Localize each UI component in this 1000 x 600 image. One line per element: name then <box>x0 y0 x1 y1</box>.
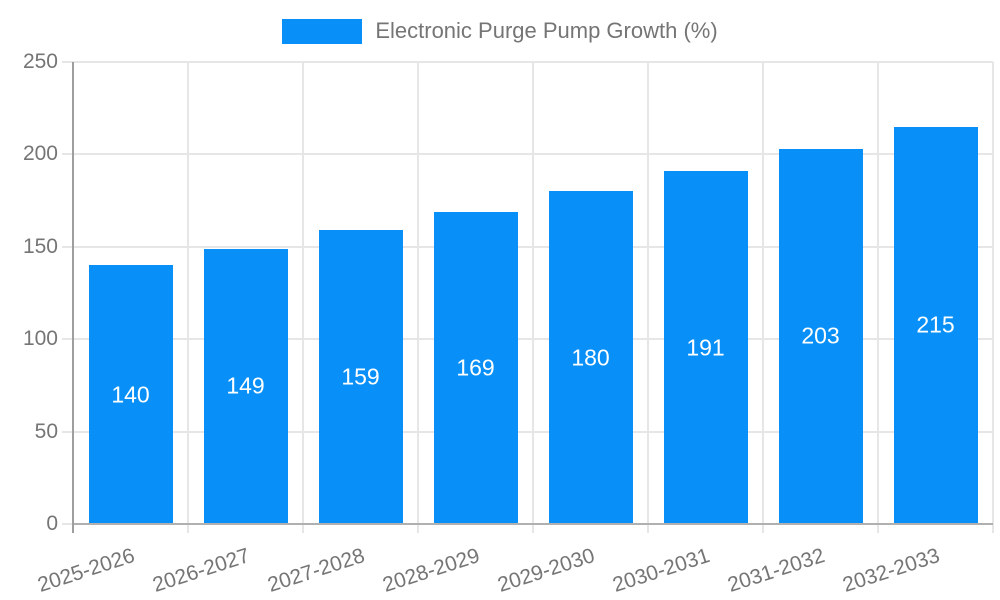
v-gridline <box>647 62 649 533</box>
v-gridline <box>187 62 189 533</box>
x-axis-label: 2032-2033 <box>839 544 943 597</box>
bar: 140 <box>88 265 173 524</box>
y-axis-label: 50 <box>34 419 58 443</box>
v-gridline <box>877 62 879 533</box>
x-axis-label: 2029-2030 <box>494 544 598 597</box>
bar: 149 <box>203 248 288 524</box>
bar: 203 <box>778 148 863 524</box>
y-tick <box>62 338 73 341</box>
bar-value-label: 180 <box>571 344 610 371</box>
legend-swatch <box>282 18 363 44</box>
legend-label: Electronic Purge Pump Growth (%) <box>375 18 718 43</box>
y-axis-label: 0 <box>46 512 58 535</box>
bar: 169 <box>433 211 518 524</box>
bar-value-label: 149 <box>226 372 265 399</box>
x-axis-label: 2028-2029 <box>379 544 483 597</box>
bar: 191 <box>663 171 748 524</box>
legend: Electronic Purge Pump Growth (%) <box>0 18 1000 44</box>
bar: 180 <box>548 191 633 524</box>
bar-value-label: 203 <box>801 322 840 349</box>
x-axis-label: 2027-2028 <box>264 544 368 597</box>
plot-area: 140 149 159 169 180 191 203 215 <box>62 61 994 533</box>
y-axis-label: 150 <box>22 234 58 258</box>
bar-value-label: 140 <box>111 381 150 408</box>
bar-value-label: 159 <box>341 363 380 390</box>
x-axis-line <box>73 523 993 525</box>
v-gridline <box>992 62 994 533</box>
y-tick <box>62 153 73 156</box>
v-gridline <box>532 62 534 533</box>
y-tick <box>62 245 73 248</box>
bar-value-label: 169 <box>456 354 495 381</box>
y-axis-label: 250 <box>22 50 58 73</box>
v-gridline <box>762 62 764 533</box>
v-gridline <box>302 62 304 533</box>
x-axis-label: 2026-2027 <box>149 544 253 597</box>
y-tick <box>62 523 73 525</box>
y-axis-line <box>72 62 74 533</box>
bar: 215 <box>893 126 978 524</box>
v-gridline <box>417 62 419 533</box>
x-axis-label: 2031-2032 <box>724 544 828 597</box>
y-tick <box>62 61 73 63</box>
bar-value-label: 215 <box>916 311 955 338</box>
bar-value-label: 191 <box>686 334 725 361</box>
x-axis-label: 2025-2026 <box>34 544 138 597</box>
y-axis-label: 100 <box>22 327 58 351</box>
x-axis-label: 2030-2031 <box>609 544 713 597</box>
y-tick <box>62 430 73 433</box>
bar: 159 <box>318 230 403 524</box>
y-axis-label: 200 <box>22 142 58 166</box>
